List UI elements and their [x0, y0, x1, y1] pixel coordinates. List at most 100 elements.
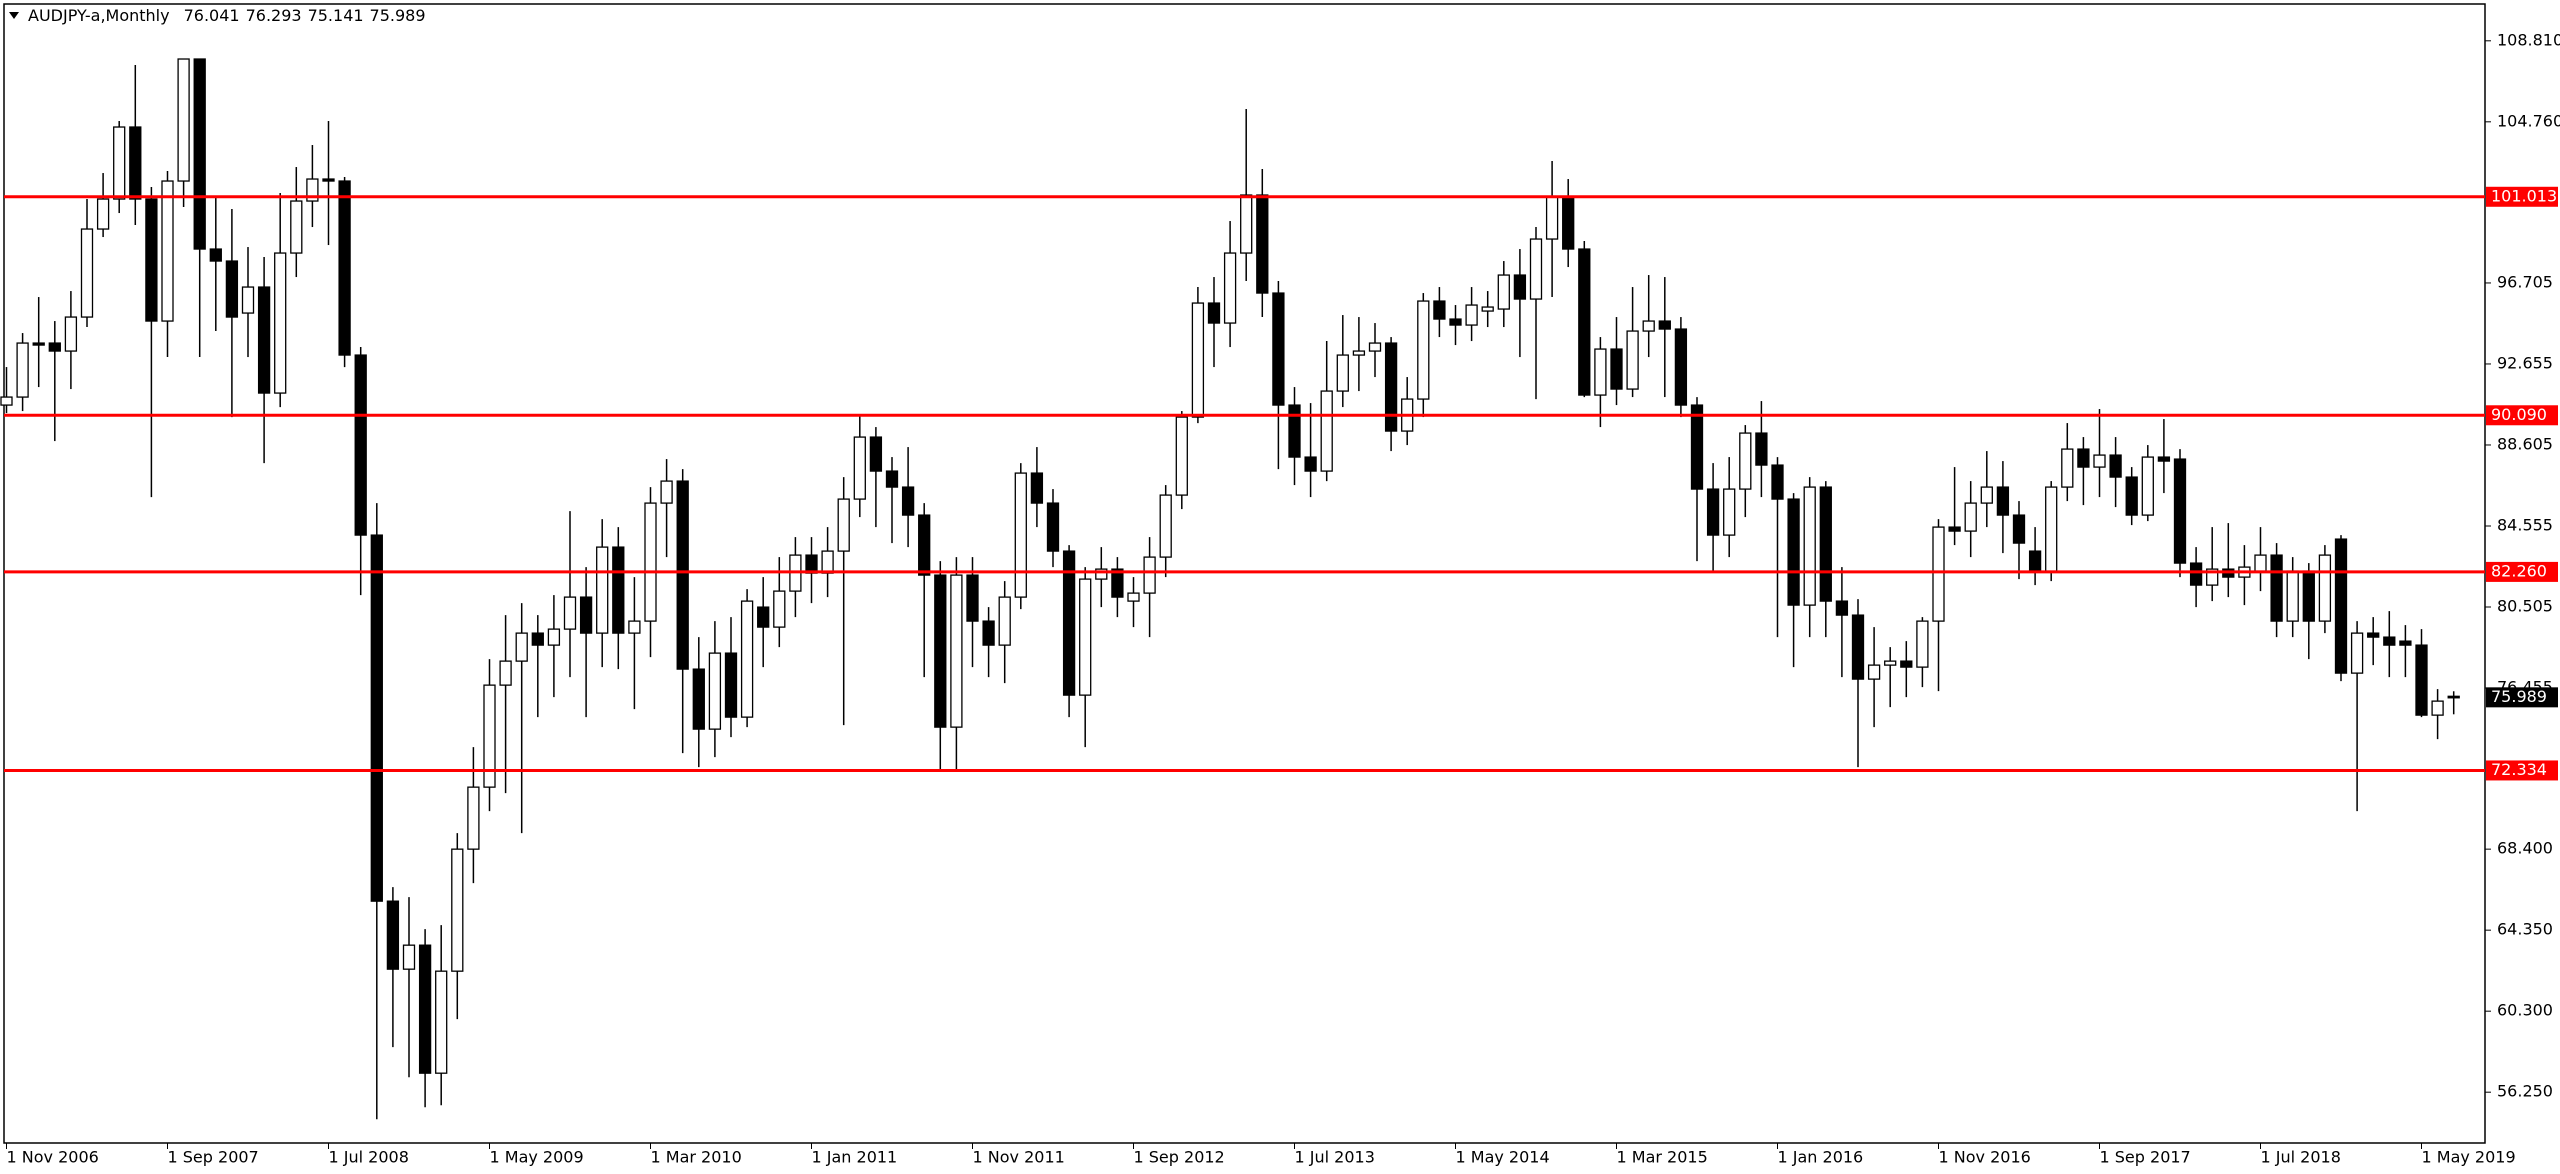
- candle-body: [1562, 196, 1575, 250]
- candle-body: [1626, 330, 1639, 390]
- candle-body: [547, 628, 561, 646]
- x-tick-label: 1 May 2014: [1456, 1148, 1550, 1167]
- candle-body: [2334, 538, 2348, 674]
- candle-body: [1739, 432, 1752, 490]
- candle-body: [1288, 404, 1301, 458]
- candle-body: [1095, 568, 1108, 580]
- x-tick-label: 1 Nov 2016: [1939, 1148, 2031, 1167]
- y-tick-label: 108.810: [2497, 30, 2560, 49]
- candle-body: [2125, 476, 2138, 516]
- level-label-bg: [2486, 405, 2558, 426]
- candle-body: [2447, 695, 2460, 699]
- candle-body: [708, 652, 722, 730]
- header-open: 76.041: [184, 6, 240, 25]
- candle-body: [1867, 664, 1881, 680]
- x-tick-label: 1 Jul 2018: [2261, 1148, 2341, 1167]
- candle-body: [2012, 514, 2026, 544]
- candle-body: [1578, 248, 1591, 396]
- level-label-bg: [2486, 760, 2558, 781]
- candle-body: [1320, 390, 1333, 472]
- candle-body: [1884, 660, 1897, 666]
- x-tick-label: 1 Jan 2016: [1778, 1148, 1864, 1167]
- candle-body: [612, 546, 625, 634]
- candle-body: [628, 620, 641, 634]
- candle-body: [1159, 494, 1172, 558]
- candle-body: [773, 590, 786, 628]
- candle-body: [129, 126, 142, 200]
- header-high: 76.293: [246, 6, 302, 25]
- candle-body: [1819, 486, 1832, 602]
- candle-body: [2302, 570, 2315, 622]
- plot-frame: [3, 3, 2486, 1144]
- candle-body: [1529, 238, 1543, 300]
- candle-body: [1143, 556, 1156, 594]
- candle-body: [918, 514, 931, 576]
- candle-body: [740, 600, 754, 718]
- candle-body: [515, 632, 528, 662]
- candle-body: [757, 606, 770, 628]
- level-label: 82.260: [2491, 561, 2547, 580]
- candle-body: [934, 574, 947, 728]
- candle-body: [2350, 632, 2364, 674]
- candle-body: [2109, 454, 2122, 478]
- candle-body: [499, 660, 512, 686]
- candle-body: [1642, 320, 1655, 332]
- candle-body: [161, 180, 174, 322]
- candle-body: [2367, 632, 2380, 638]
- candle-body: [1723, 488, 1736, 536]
- candle-body: [1610, 348, 1623, 390]
- candle-body: [1948, 526, 1961, 532]
- candle-body: [805, 554, 818, 574]
- x-tick-label: 1 Sep 2017: [2100, 1148, 2191, 1167]
- candle-body: [2045, 486, 2058, 572]
- candle-body: [1980, 486, 1993, 504]
- candle-body: [418, 944, 432, 1074]
- level-label: 72.334: [2491, 760, 2547, 779]
- candle-body: [64, 316, 78, 352]
- x-tick-label: 1 Jan 2011: [812, 1148, 898, 1167]
- candle-body: [2431, 700, 2444, 716]
- y-tick-label: 92.655: [2497, 353, 2553, 372]
- candle-body: [950, 574, 963, 728]
- candle-body: [885, 470, 899, 488]
- price-label: 75.989: [2491, 687, 2547, 706]
- candle-body: [1465, 304, 1478, 326]
- candle-body: [177, 58, 190, 182]
- candle-body: [435, 970, 448, 1074]
- candle-body: [1545, 196, 1559, 240]
- candle-body: [2028, 550, 2042, 572]
- candle-body: [1481, 306, 1494, 312]
- y-tick-label: 104.760: [2497, 111, 2560, 130]
- candle-body: [290, 200, 303, 254]
- x-tick-label: 1 Sep 2012: [1134, 1148, 1225, 1167]
- level-label: 101.013: [2491, 186, 2557, 205]
- candle-body: [1787, 498, 1800, 606]
- candle-body: [1207, 302, 1221, 324]
- candle-body: [274, 252, 287, 394]
- menu-arrow[interactable]: [9, 12, 19, 19]
- candle-body: [2254, 554, 2267, 572]
- candle-body: [1433, 300, 1446, 320]
- x-tick-label: 1 Nov 2011: [973, 1148, 1065, 1167]
- y-tick-label: 64.350: [2497, 920, 2553, 939]
- candle-body: [1368, 342, 1382, 352]
- candle-body: [1690, 404, 1704, 490]
- candle-body: [2061, 448, 2074, 488]
- candle-body: [1417, 300, 1430, 400]
- candle-body: [2399, 640, 2412, 646]
- candle-body: [1996, 486, 2010, 516]
- candle-body: [467, 786, 480, 850]
- candle-body: [1352, 350, 1366, 356]
- price-label-bg: [2486, 687, 2558, 708]
- candle-body: [354, 354, 367, 536]
- y-tick-label: 68.400: [2497, 839, 2553, 858]
- candle-body: [1223, 252, 1237, 324]
- level-label: 90.090: [2491, 405, 2547, 424]
- candle-body: [80, 228, 94, 318]
- candle-body: [1079, 578, 1092, 696]
- candle-body: [966, 574, 979, 622]
- level-label-bg: [2486, 561, 2558, 582]
- x-tick-label: 1 May 2019: [2422, 1148, 2516, 1167]
- candle-body: [1062, 550, 1076, 696]
- header-close: 75.989: [370, 6, 426, 25]
